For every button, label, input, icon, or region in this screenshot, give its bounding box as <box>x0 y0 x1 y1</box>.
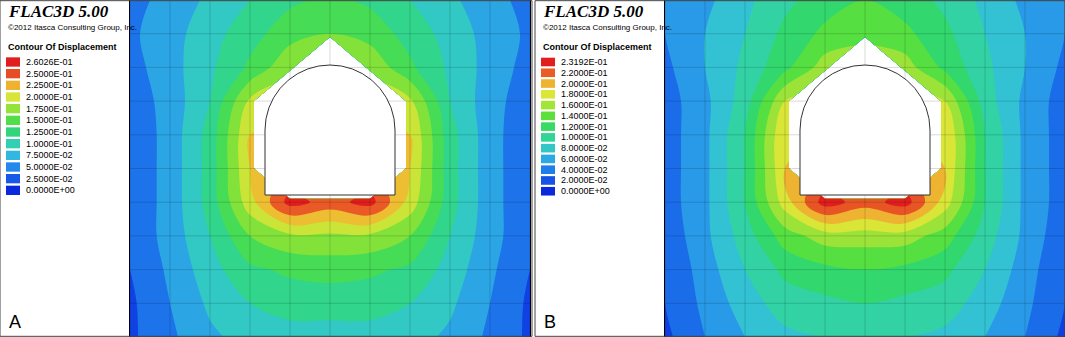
svg-text:2.0000E-01: 2.0000E-01 <box>26 92 73 102</box>
svg-text:1.4000E-01: 1.4000E-01 <box>561 111 608 121</box>
svg-text:1.0000E-01: 1.0000E-01 <box>561 132 608 142</box>
svg-text:2.5000E-02: 2.5000E-02 <box>26 174 73 184</box>
svg-text:4.0000E-02: 4.0000E-02 <box>561 165 608 175</box>
svg-text:2.5000E-01: 2.5000E-01 <box>26 69 73 79</box>
svg-text:1.0000E-01: 1.0000E-01 <box>26 139 73 149</box>
svg-text:2.2500E-01: 2.2500E-01 <box>26 80 73 90</box>
svg-text:Contour Of Displacement: Contour Of Displacement <box>8 42 117 52</box>
svg-text:8.0000E-02: 8.0000E-02 <box>561 143 608 153</box>
svg-text:7.5000E-02: 7.5000E-02 <box>26 150 73 160</box>
svg-text:1.7500E-01: 1.7500E-01 <box>26 104 73 114</box>
svg-text:1.8000E-01: 1.8000E-01 <box>561 89 608 99</box>
svg-text:6.0000E-02: 6.0000E-02 <box>561 154 608 164</box>
svg-text:©2012 Itasca Consulting Group,: ©2012 Itasca Consulting Group, Inc. <box>543 23 672 32</box>
svg-text:FLAC3D 5.00: FLAC3D 5.00 <box>543 2 644 21</box>
svg-text:FLAC3D 5.00: FLAC3D 5.00 <box>8 2 109 21</box>
svg-text:1.6000E-01: 1.6000E-01 <box>561 100 608 110</box>
svg-text:2.6026E-01: 2.6026E-01 <box>26 57 73 67</box>
svg-text:1.2500E-01: 1.2500E-01 <box>26 127 73 137</box>
svg-text:Contour Of Displacement: Contour Of Displacement <box>543 42 652 52</box>
svg-text:0.0000E+00: 0.0000E+00 <box>561 186 610 196</box>
svg-text:2.3192E-01: 2.3192E-01 <box>561 57 608 67</box>
svg-text:A: A <box>9 312 21 332</box>
svg-text:0.0000E+00: 0.0000E+00 <box>26 185 75 195</box>
svg-text:1.2000E-01: 1.2000E-01 <box>561 122 608 132</box>
svg-text:5.0000E-02: 5.0000E-02 <box>26 162 73 172</box>
svg-text:©2012 Itasca Consulting Group,: ©2012 Itasca Consulting Group, Inc. <box>8 23 137 32</box>
svg-text:2.2000E-01: 2.2000E-01 <box>561 68 608 78</box>
svg-text:2.0000E-01: 2.0000E-01 <box>561 79 608 89</box>
svg-text:1.5000E-01: 1.5000E-01 <box>26 115 73 125</box>
svg-text:2.0000E-02: 2.0000E-02 <box>561 175 608 185</box>
svg-text:B: B <box>544 312 556 332</box>
